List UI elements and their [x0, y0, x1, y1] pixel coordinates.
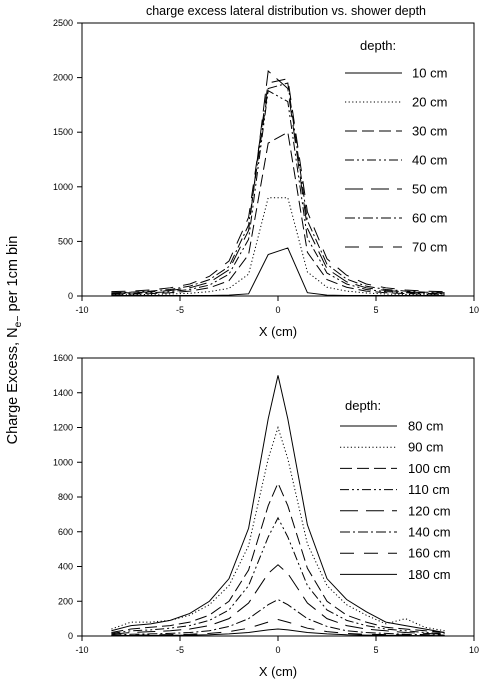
legend-entry: 50 cm [412, 182, 447, 197]
legend-entry: 70 cm [412, 240, 447, 255]
top-chart: charge excess lateral distribution vs. s… [53, 4, 479, 339]
y-tick-label: 200 [58, 596, 73, 606]
x-tick-label: 10 [469, 305, 479, 315]
series-line-40-cm [111, 89, 445, 295]
series-line-160-cm [111, 618, 445, 636]
y-tick-label: 0 [68, 631, 73, 641]
x-tick-label: 5 [373, 645, 378, 655]
legend-entry: 100 cm [408, 461, 451, 476]
bottom-chart: -10 -5 0 5 10 0 200 400 600 800 1000 1200 1400 1600 X … [53, 353, 479, 679]
x-tick-label: 0 [275, 305, 280, 315]
series-line-50-cm [111, 70, 445, 294]
x-tick-label: -10 [75, 645, 88, 655]
legend-entry: 110 cm [408, 482, 450, 497]
y-tick-label: 1000 [53, 457, 73, 467]
series-line-70-cm [111, 78, 445, 293]
legend-entry: 140 cm [408, 525, 451, 540]
legend-entry: 30 cm [412, 124, 447, 139]
series-line-20-cm [111, 197, 445, 296]
y-tick-label: 2000 [53, 73, 73, 83]
x-axis-label: X (cm) [259, 324, 297, 339]
y-tick-label: 600 [58, 527, 73, 537]
series-line-100-cm [111, 481, 445, 634]
x-tick-label: -10 [75, 305, 88, 315]
y-tick-label: 2500 [53, 18, 73, 28]
series-line-10-cm [111, 247, 445, 296]
series-line-120-cm [111, 564, 445, 635]
y-tick-label: 1400 [53, 388, 73, 398]
legend-entry: 10 cm [412, 66, 447, 81]
x-tick-label: 5 [373, 305, 378, 315]
x-tick-label: -5 [176, 645, 184, 655]
y-tick-label: 400 [58, 562, 73, 572]
series-line-90-cm [111, 425, 445, 632]
y-tick-label: 800 [58, 492, 73, 502]
legend-entry: 20 cm [412, 95, 447, 110]
legend-title: depth: [360, 38, 396, 53]
y-tick-label: 0 [68, 291, 73, 301]
legend-entry: 80 cm [408, 419, 443, 434]
series-line-180-cm [111, 628, 445, 637]
y-tick-label: 1000 [53, 182, 73, 192]
shared-y-axis-label: Charge Excess, Ne− per 1cm bin [5, 236, 24, 445]
legend-title: depth: [345, 398, 381, 413]
legend-entry: 40 cm [412, 153, 447, 168]
y-tick-label: 500 [58, 236, 73, 246]
x-tick-label: -5 [176, 305, 184, 315]
series-line-30-cm [111, 131, 445, 295]
chart-title: charge excess lateral distribution vs. s… [146, 4, 426, 18]
y-tick-label: 1500 [53, 127, 73, 137]
x-axis-label: X (cm) [259, 664, 297, 679]
series-line-60-cm [111, 82, 445, 294]
x-tick-label: 10 [469, 645, 479, 655]
y-tick-label: 1200 [53, 423, 73, 433]
series-line-80-cm [111, 375, 445, 634]
y-tick-label: 1600 [53, 353, 73, 363]
series-line-140-cm [111, 598, 445, 636]
legend-entry: 90 cm [408, 440, 443, 455]
legend-entry: 120 cm [408, 503, 451, 518]
series-line-110-cm [111, 516, 445, 634]
legend-entry: 180 cm [408, 567, 451, 582]
x-tick-label: 0 [275, 645, 280, 655]
legend-entry: 160 cm [408, 546, 451, 561]
legend-entry: 60 cm [412, 211, 447, 226]
